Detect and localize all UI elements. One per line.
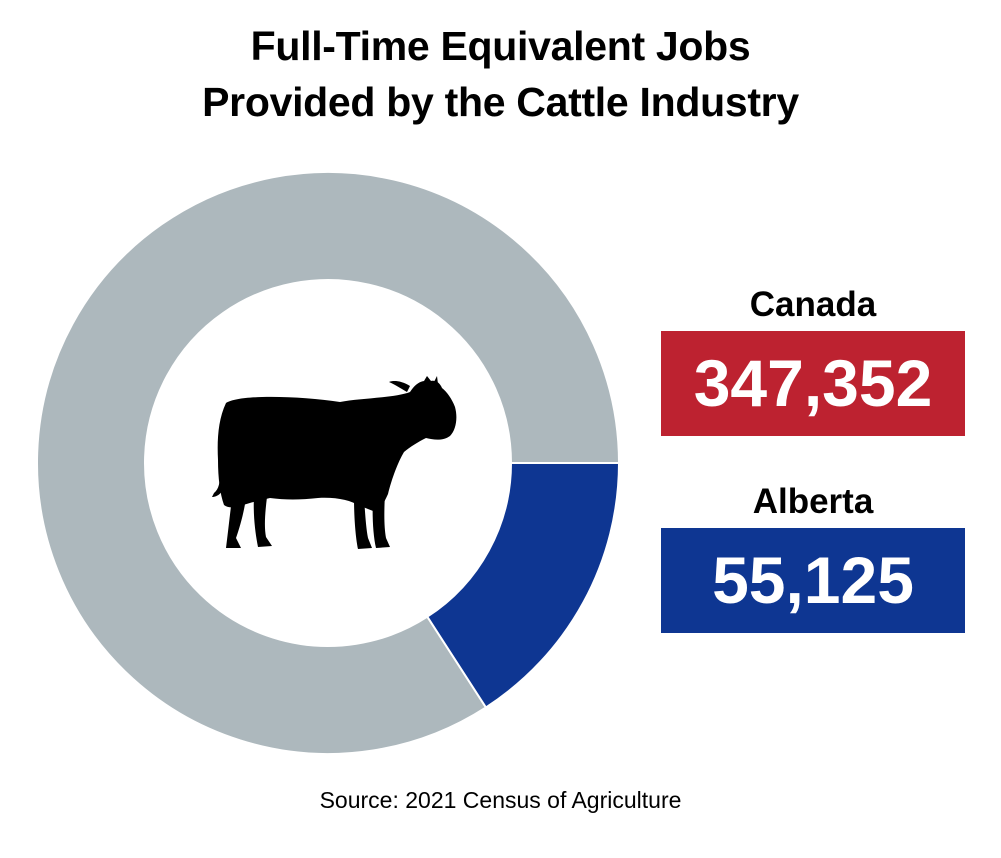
canada-label: Canada bbox=[749, 285, 877, 324]
donut-slice-canada bbox=[36, 171, 621, 755]
canada-value-box: 347,352 bbox=[661, 331, 965, 436]
alberta-label: Alberta bbox=[752, 482, 874, 521]
chart-title: Full-Time Equivalent Jobs Provided by th… bbox=[0, 18, 1001, 130]
chart-title-line-1: Full-Time Equivalent Jobs bbox=[250, 23, 751, 69]
source-note: Source: 2021 Census of Agriculture bbox=[319, 787, 682, 813]
chart-title-line-2: Provided by the Cattle Industry bbox=[202, 79, 799, 125]
cow-icon bbox=[212, 376, 457, 549]
donut-slice-alberta bbox=[425, 462, 621, 709]
donut-slices bbox=[36, 171, 621, 755]
alberta-value-box: 55,125 bbox=[661, 528, 965, 633]
